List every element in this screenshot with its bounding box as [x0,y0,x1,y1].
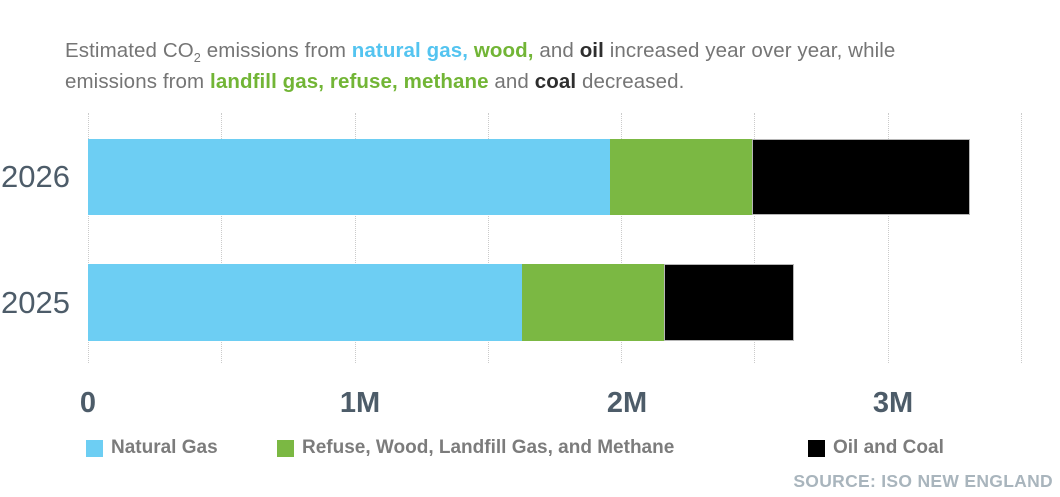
legend-swatch-refuse-wood-landfill-methane [277,439,294,457]
category-label-2026: 2026 [1,159,70,194]
legend-label: Natural Gas [111,437,218,458]
gridline-2m [621,113,622,363]
x-axis-tick-2m: 2M [606,387,648,419]
source-credit: SOURCE: ISO NEW ENGLAND [793,471,1053,491]
legend-item-oil-and-coal[interactable]: Oil and Coal [808,436,944,460]
title-segment: Estimated CO [65,39,194,62]
legend-label: Oil and Coal [833,437,944,458]
gridline-1m [354,113,356,363]
title-segment: emissions from [200,39,352,62]
title-segment: landfill gas, refuse, methane [210,69,489,93]
gridline-0.5m [221,113,223,363]
bar-2025-refuse-wood-landfill-gas-and-methane[interactable] [522,264,664,341]
title-segment: and [533,39,580,62]
legend-swatch-natural-gas [86,439,103,457]
title-segment: 2 [193,50,201,66]
gridline-2.5m [754,113,756,363]
gridline-3m [887,113,889,363]
title-segment: coal [534,69,577,93]
legend-swatch-oil-and-coal [808,439,825,457]
legend-label: Refuse, Wood, Landfill Gas, and Methane [302,437,675,458]
gridline-0m [88,113,89,363]
title-segment: increased year over year, while [603,39,896,62]
title-segment: wood, [473,39,534,62]
gridline-1.5m [487,113,489,363]
title-segment: emissions from [65,69,211,93]
gridline-3.5m [1020,113,1022,363]
title-segment: decreased. [576,69,685,93]
title-segment: natural gas, [351,39,474,62]
title-segment: oil [579,39,604,62]
bar-2025-natural-gas[interactable] [88,264,523,341]
bar-2026-refuse-wood-landfill-gas-and-methane[interactable] [610,139,752,215]
chart-title: Estimated CO2 emissions from natural gas… [65,36,1055,97]
category-label-2025: 2025 [1,285,70,320]
x-axis-tick-0: 0 [79,387,97,419]
bar-2026-natural-gas[interactable] [88,139,611,215]
bar-2026-oil-and-coal[interactable] [751,139,971,215]
legend-item-refuse-wood-landfill-methane[interactable]: Refuse, Wood, Landfill Gas, and Methane [277,436,674,460]
bar-2025-oil-and-coal[interactable] [663,264,795,341]
title-segment: and [488,69,535,93]
x-axis-tick-3m: 3M [872,387,914,419]
legend-item-natural-gas[interactable]: Natural Gas [86,436,218,460]
x-axis-tick-1m: 1M [339,387,381,419]
